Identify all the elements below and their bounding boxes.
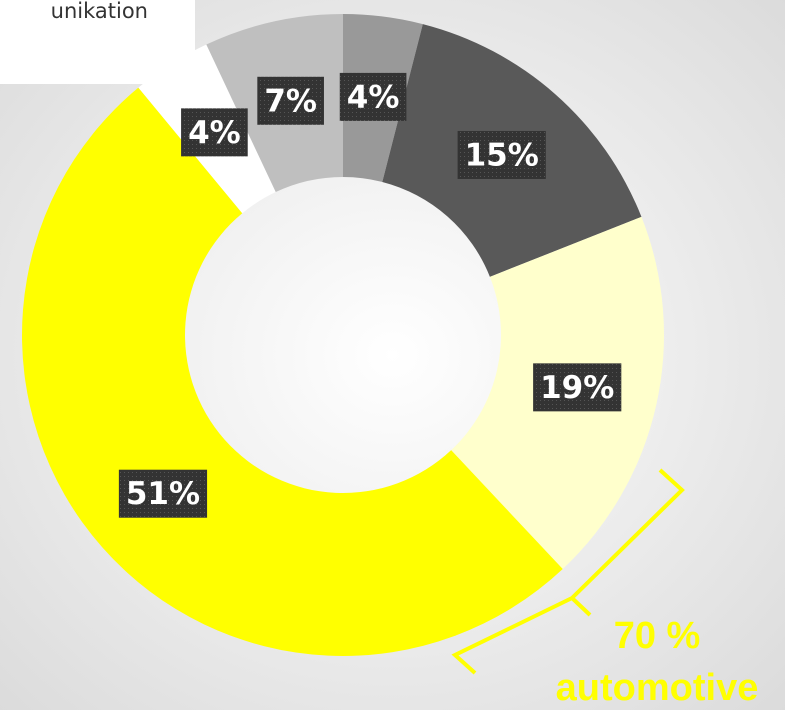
donut: 4% 15% 19% 51% 4% 7% <box>21 13 664 657</box>
label-box <box>339 72 407 121</box>
label-box <box>457 130 546 179</box>
annotation: 70 % <box>614 615 701 657</box>
value-label: 7% <box>264 83 317 119</box>
bracket-tip <box>570 596 592 617</box>
value-label: 51% <box>126 476 200 512</box>
label-box <box>533 363 622 412</box>
legend-text: unikation <box>51 0 148 23</box>
value-label: 19% <box>540 370 614 406</box>
value-label: 4% <box>347 79 400 115</box>
label-box <box>118 469 208 518</box>
value-label: 15% <box>465 137 539 173</box>
value-label: 4% <box>188 115 241 151</box>
label-box <box>181 108 248 157</box>
annotation: automotive <box>556 667 759 709</box>
label-box <box>257 76 324 125</box>
